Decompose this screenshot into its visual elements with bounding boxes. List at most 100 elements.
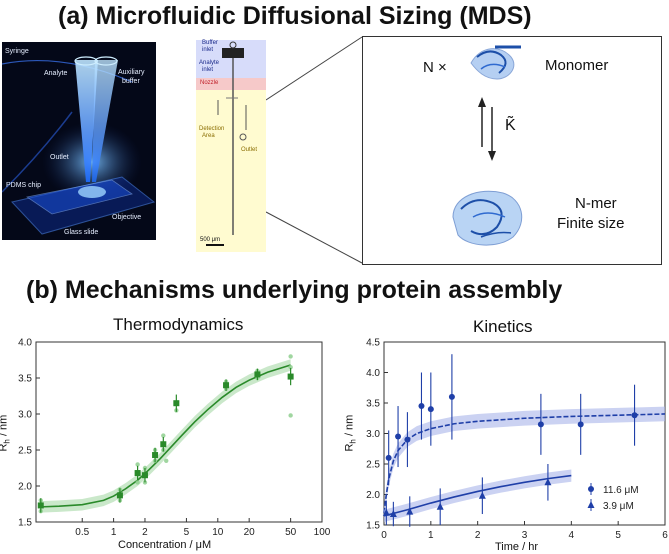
kinetics-x-tick-label: 5 — [615, 530, 621, 540]
thermo-x-tick-label: 100 — [314, 527, 331, 538]
equilibrium-arrows — [478, 97, 496, 161]
label-syringe: Syringe — [5, 48, 29, 55]
pipette-tip-right — [92, 60, 118, 182]
kinetics-x-tick-label: 3 — [522, 530, 528, 540]
outlet-port — [239, 133, 247, 141]
thermo-x-tick-label: 20 — [244, 527, 256, 538]
zoom-line-bottom — [266, 211, 363, 264]
pdms-chip-shape — [25, 179, 133, 215]
kinetics-y-tick-label: 2.0 — [366, 490, 380, 501]
kinetics-fit-line-1 — [383, 474, 572, 517]
kinetics-point-circle — [427, 406, 434, 413]
kinetics-point-circle — [385, 454, 392, 461]
label-objective: Objective — [112, 214, 142, 221]
kinetics-x-tick-label: 6 — [662, 530, 668, 540]
thermo-mean-point — [37, 502, 44, 509]
monomer-structure — [470, 45, 521, 80]
kinetics-y-tick-label: 2.5 — [366, 460, 380, 471]
kinetics-y-tick-label: 4.5 — [366, 338, 380, 349]
monomer-count-label: N × — [423, 59, 447, 76]
kinetics-point-circle — [577, 421, 584, 428]
label-buffer-inlet-1: Buffer — [202, 40, 218, 46]
kinetics-point-circle — [448, 393, 455, 400]
assembly-scheme-box: N × Monomer K̃ N-mer Finite size — [362, 36, 662, 265]
nmer-label: N-mer — [575, 195, 617, 212]
label-nozzle: Nozzle — [200, 80, 219, 86]
thermo-replicate-point — [135, 462, 140, 467]
thermo-mean-point — [287, 373, 294, 380]
legend-label: 3.9 μM — [603, 501, 634, 512]
label-detection-1: Detection — [199, 126, 225, 132]
zoom-connectors — [266, 36, 363, 264]
thermo-replicate-point — [161, 433, 166, 438]
thermo-y-tick-label: 4.0 — [18, 338, 32, 349]
kinetics-point-triangle — [478, 491, 486, 499]
thermo-replicate-point — [164, 458, 169, 463]
label-buffer-inlet-2: inlet — [202, 47, 214, 53]
thermo-plot-frame — [35, 341, 323, 523]
device-photo-art — [2, 42, 156, 240]
thermo-mean-point — [116, 492, 123, 499]
thermo-x-axis-label: Concentration / μM — [118, 539, 212, 551]
thermo-mean-point — [160, 441, 167, 448]
kinetics-point-triangle — [389, 510, 397, 518]
thermo-chart-title: Thermodynamics — [113, 315, 244, 334]
kinetics-point-circle — [418, 403, 425, 410]
thermo-x-tick-label: 10 — [212, 527, 224, 538]
thermo-replicate-point — [288, 365, 293, 370]
thermo-y-tick-label: 1.5 — [18, 518, 32, 529]
label-buffer: buffer — [122, 78, 140, 85]
thermo-x-tick-label: 50 — [285, 527, 297, 538]
pipette-tip-left — [75, 60, 98, 182]
outlet-tube — [2, 111, 73, 193]
thermo-y-tick-label: 3.5 — [18, 374, 32, 385]
kinetics-point-circle — [631, 412, 638, 419]
label-outlet: Outlet — [50, 154, 69, 161]
legend-label: 11.6 μM — [603, 485, 639, 496]
kinetics-point-triangle — [406, 507, 414, 515]
nmer-structure — [452, 190, 523, 246]
inlet-block — [222, 48, 244, 58]
thermo-replicate-point — [135, 480, 140, 485]
kinetics-x-tick-label: 4 — [569, 530, 575, 540]
label-pdms-chip: PDMS chip — [6, 182, 42, 189]
kinetics-x-tick-label: 1 — [428, 530, 434, 540]
thermo-fit-line — [40, 364, 291, 508]
label-glass-slide: Glass slide — [64, 229, 99, 236]
finite-size-label: Finite size — [557, 215, 625, 232]
kinetics-point-triangle — [544, 478, 552, 486]
zoom-line-top — [266, 36, 363, 101]
kinetics-x-tick-label: 0 — [381, 530, 387, 540]
kinetics-point-triangle — [436, 502, 444, 510]
thermo-replicate-point — [288, 413, 293, 418]
kinetics-chart-title: Kinetics — [473, 317, 533, 336]
chip-schematic-art — [196, 40, 266, 246]
thermo-mean-point — [152, 452, 159, 459]
assembly-scheme-art — [452, 45, 523, 246]
kinetics-y-tick-label: 3.5 — [366, 399, 380, 410]
kinetics-point-triangle — [382, 508, 390, 516]
label-outlet-schematic: Outlet — [241, 147, 258, 153]
kinetics-point-circle — [404, 436, 411, 443]
kinetics-y-tick-label: 3.0 — [366, 429, 380, 440]
kinetics-fit-line-0 — [383, 413, 666, 513]
label-detection-2: Area — [202, 133, 215, 139]
label-auxiliary: Auxiliary — [118, 69, 145, 76]
thermo-y-tick-label: 2.5 — [18, 446, 32, 457]
kinetics-fit-band-0 — [384, 406, 665, 521]
thermo-mean-point — [223, 382, 230, 389]
label-analyte-inlet-2: inlet — [202, 67, 214, 73]
thermo-x-tick-label: 1 — [111, 527, 117, 538]
kinetics-x-axis-label: Time / hr — [495, 541, 538, 553]
panel-b-title: (b) Mechanisms underlying protein assemb… — [26, 276, 563, 304]
kinetics-x-tick-label: 2 — [475, 530, 481, 540]
thermo-y-tick-label: 2.0 — [18, 482, 32, 493]
label-analyte-inlet-1: Analyte — [199, 60, 220, 66]
equilibrium-constant-label: K̃ — [505, 117, 516, 134]
label-analyte: Analyte — [44, 70, 68, 77]
thermo-x-tick-label: 5 — [184, 527, 190, 538]
thermodynamics-chart: 0.5 1 2 5 10 20 50 100 1.5 2.0 2.5 3.0 3.5 4.0 — [18, 338, 331, 539]
thermo-mean-point — [134, 470, 141, 477]
thermo-fit-band — [40, 359, 291, 513]
kinetics-point-circle — [537, 421, 544, 428]
